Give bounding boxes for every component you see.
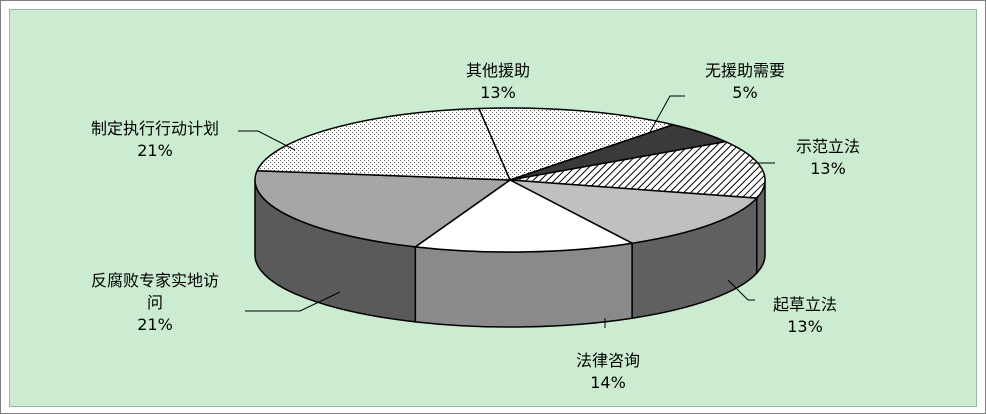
slice-label-6-line-2: 问 [147,293,163,312]
leader-line-4 [727,279,755,301]
slice-percent-4: 13% [787,317,823,336]
slice-top-4[interactable] [509,179,758,244]
slice-side-5 [414,242,633,328]
leader-line-2 [649,95,685,133]
pie-top-group [254,107,766,253]
plot-area: 其他援助 13% 无援助需要 5% 示范立法 13% 起草立法 13% 法律咨询 14% 反腐败专家… [9,9,977,407]
pie-chart: 其他援助 13% 无援助需要 5% 示范立法 13% 起草立法 13% 法律咨询 14% 反腐败专家… [91,61,860,392]
slice-labels: 其他援助 13% 无援助需要 5% 示范立法 13% 起草立法 13% 法律咨询 14% 反腐败专家… [91,61,860,392]
slice-label-6-line-1: 反腐败专家实地访 [91,271,219,290]
slice-label-4: 起草立法 [773,295,837,314]
slice-percent-3: 13% [810,159,846,178]
slice-label-2: 无援助需要 [705,61,785,80]
slice-percent-6: 21% [137,315,173,334]
leader-line-6 [245,291,341,312]
slice-top-7[interactable] [256,107,511,181]
slice-label-7: 制定执行行动计划 [91,119,219,138]
slice-label-3: 示范立法 [796,137,860,156]
slice-top-1[interactable] [478,107,674,181]
pie-depth-group [254,179,766,328]
slice-label-1: 其他援助 [466,61,530,80]
slice-top-5[interactable] [414,179,633,253]
slice-percent-2: 5% [732,83,757,102]
leader-lines [238,95,775,328]
leader-line-7 [238,130,296,151]
slice-top-6[interactable] [254,169,511,248]
slice-percent-5: 14% [590,373,626,392]
slice-label-5: 法律咨询 [576,351,640,370]
slice-percent-7: 21% [137,141,173,160]
slice-percent-1: 13% [480,83,516,102]
